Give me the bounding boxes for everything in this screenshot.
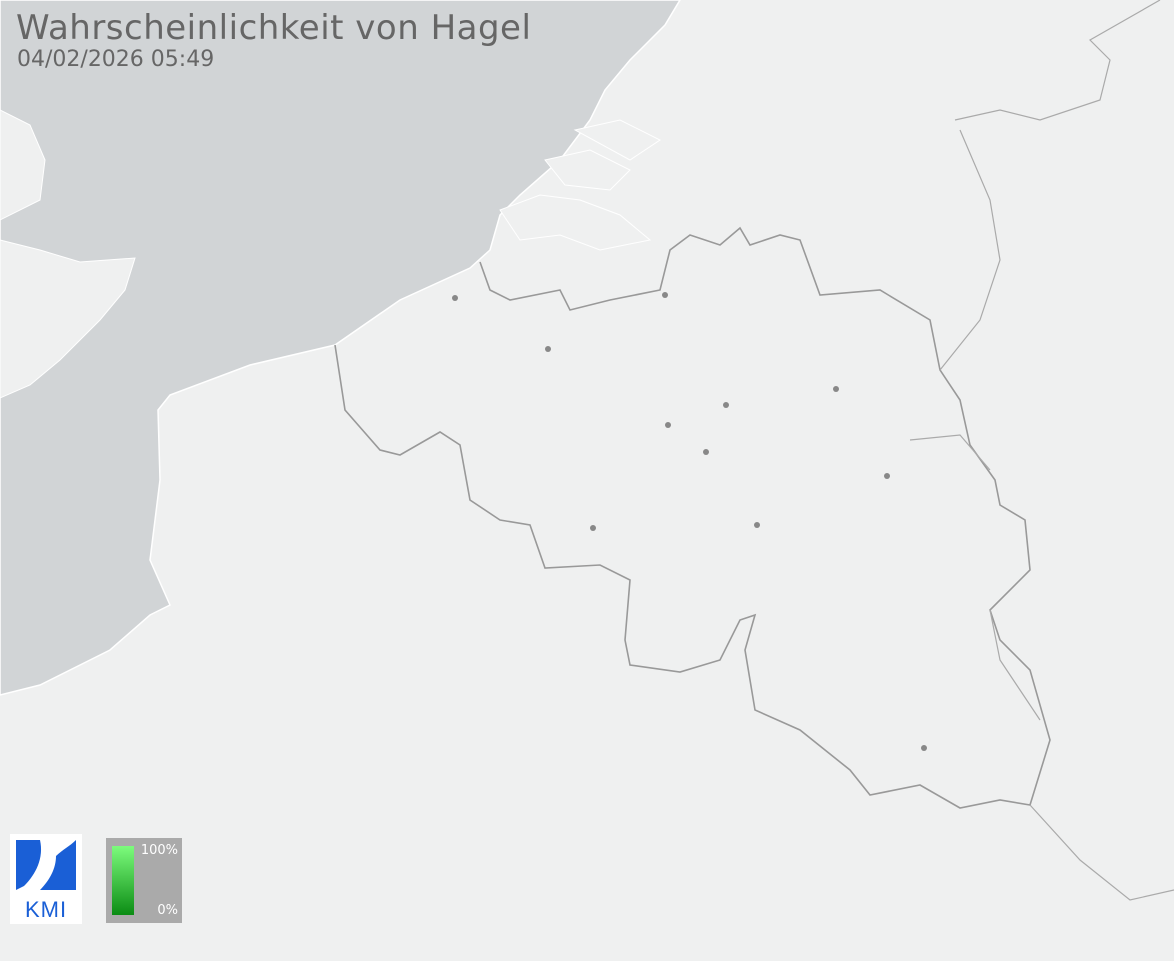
belgium-border [334, 226, 1051, 809]
city-dot [921, 745, 927, 751]
legend-max-label: 100% [140, 843, 178, 858]
probability-legend: 100% 0% [106, 838, 182, 923]
city-dot [590, 525, 596, 531]
city-dot [754, 522, 760, 528]
city-dot [703, 449, 709, 455]
map-timestamp: 04/02/2026 05:49 [17, 47, 215, 72]
legend-color-bar [112, 846, 134, 915]
map-title: Wahrscheinlichkeit von Hagel [16, 8, 532, 48]
uk-coast [0, 109, 136, 399]
kmi-logo-text: KMI [24, 897, 68, 922]
zeeland-islands [499, 119, 661, 251]
city-dot [662, 292, 668, 298]
city-dot [665, 422, 671, 428]
city-dot [833, 386, 839, 392]
city-dot [545, 346, 551, 352]
sea [0, 0, 681, 696]
kmi-logo: KMI [10, 834, 82, 924]
kmi-logo-mark [16, 840, 76, 890]
city-markers [452, 292, 927, 751]
legend-min-label: 0% [157, 903, 178, 918]
city-dot [452, 295, 458, 301]
country-border [909, 0, 1174, 901]
city-dot [884, 473, 890, 479]
city-dot [723, 402, 729, 408]
